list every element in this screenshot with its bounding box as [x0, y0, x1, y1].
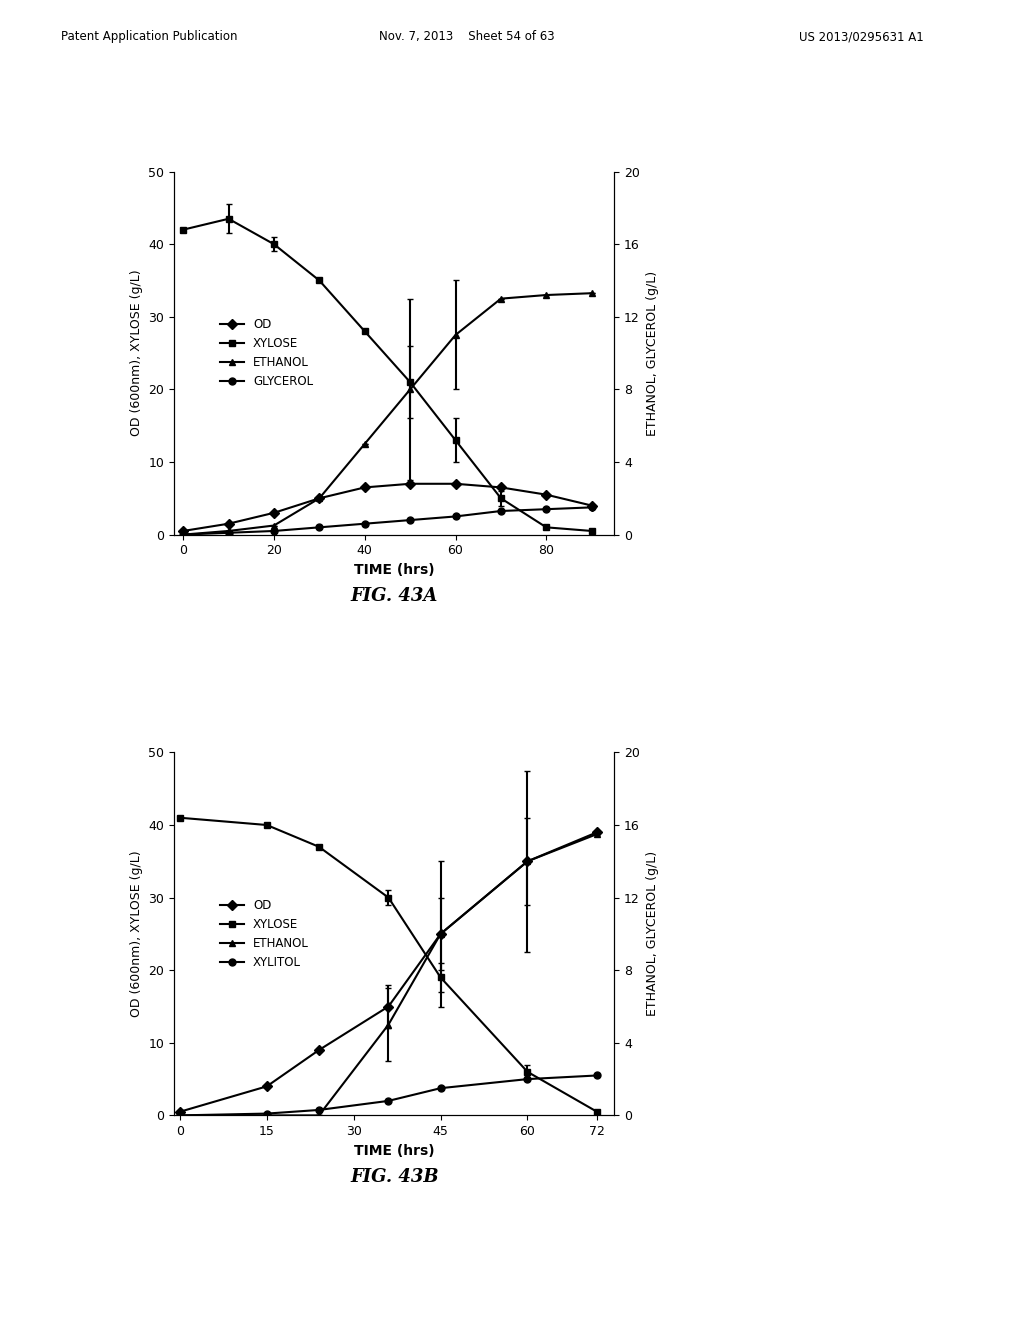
- Text: Patent Application Publication: Patent Application Publication: [61, 30, 238, 44]
- Text: FIG. 43A: FIG. 43A: [350, 587, 438, 606]
- Legend: OD, XYLOSE, ETHANOL, GLYCEROL: OD, XYLOSE, ETHANOL, GLYCEROL: [215, 314, 317, 392]
- Y-axis label: OD (600nm), XYLOSE (g/L): OD (600nm), XYLOSE (g/L): [130, 269, 142, 437]
- Text: US 2013/0295631 A1: US 2013/0295631 A1: [799, 30, 924, 44]
- Y-axis label: OD (600nm), XYLOSE (g/L): OD (600nm), XYLOSE (g/L): [130, 850, 142, 1018]
- X-axis label: TIME (hrs): TIME (hrs): [354, 1143, 434, 1158]
- Y-axis label: ETHANOL, GLYCEROL (g/L): ETHANOL, GLYCEROL (g/L): [645, 851, 658, 1016]
- Legend: OD, XYLOSE, ETHANOL, XYLITOL: OD, XYLOSE, ETHANOL, XYLITOL: [215, 895, 313, 973]
- X-axis label: TIME (hrs): TIME (hrs): [354, 562, 434, 577]
- Text: Nov. 7, 2013    Sheet 54 of 63: Nov. 7, 2013 Sheet 54 of 63: [379, 30, 555, 44]
- Y-axis label: ETHANOL, GLYCEROL (g/L): ETHANOL, GLYCEROL (g/L): [645, 271, 658, 436]
- Text: FIG. 43B: FIG. 43B: [350, 1168, 438, 1187]
